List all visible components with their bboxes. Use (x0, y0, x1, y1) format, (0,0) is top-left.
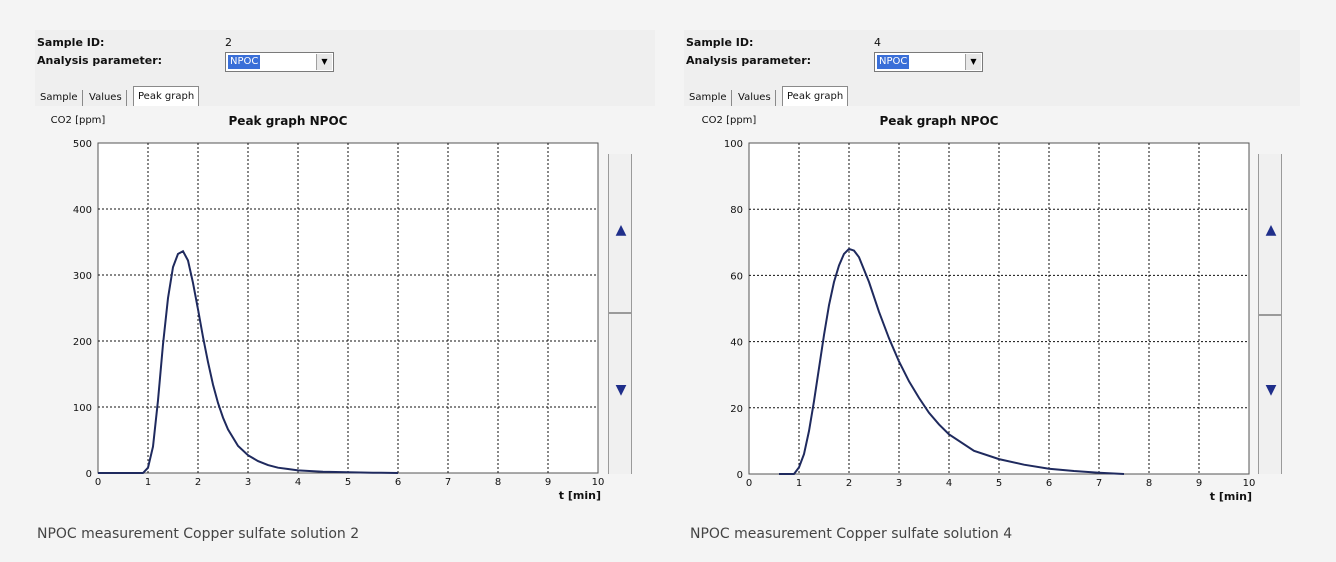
y-tick-label: 500 (73, 139, 92, 150)
y-tick-label: 60 (730, 271, 743, 282)
analysis-parameter-label: Analysis parameter: (37, 54, 163, 67)
x-tick-label: 0 (746, 478, 752, 489)
y-tick-label: 100 (73, 403, 92, 414)
scroll-divider (1259, 314, 1281, 316)
analysis-parameter-value: NPOC (877, 55, 910, 69)
x-tick-label: 2 (846, 478, 852, 489)
x-tick-label: 6 (395, 477, 401, 488)
x-tick-label: 9 (1196, 478, 1202, 489)
x-tick-label: 1 (796, 478, 802, 489)
y-tick-label: 0 (737, 470, 743, 481)
tab-bar: Sample Values Peak graph (684, 82, 1300, 107)
x-tick-label: 5 (996, 478, 1002, 489)
x-tick-label: 1 (145, 477, 151, 488)
tab-peak-graph[interactable]: Peak graph (782, 86, 849, 107)
sample-id-value: 2 (225, 36, 232, 49)
tab-peak-graph[interactable]: Peak graph (133, 86, 200, 107)
caption-2: NPOC measurement Copper sulfate solution… (690, 526, 1013, 542)
y-axis-label: CO2 [ppm] (51, 115, 106, 126)
x-tick-label: 8 (1146, 478, 1152, 489)
down-arrow-icon[interactable]: ▼ (615, 382, 627, 398)
analysis-parameter-label: Analysis parameter: (686, 54, 812, 67)
scroll-divider (609, 312, 631, 314)
y-tick-label: 400 (73, 205, 92, 216)
x-tick-label: 7 (445, 477, 451, 488)
sample-id-value: 4 (874, 36, 881, 49)
peak-graph-area: 0 1 2 3 4 5 6 7 8 9 10 0 20 40 60 80 100 Peak graph NPOC C… (684, 106, 1300, 510)
peak-curve (98, 249, 399, 474)
x-tick-label: 0 (95, 477, 101, 488)
x-tick-label: 4 (946, 478, 952, 489)
y-tick-label: 200 (73, 337, 92, 348)
peak-curve (779, 247, 1125, 475)
y-scroll-control[interactable]: ▲ ▼ (1258, 154, 1282, 474)
analysis-parameter-value: NPOC (228, 55, 261, 69)
analysis-window-2: Sample ID: 4 Analysis parameter: NPOC ▼ … (684, 30, 1300, 510)
y-tick-label: 0 (86, 469, 92, 480)
x-tick-label: 2 (195, 477, 201, 488)
y-scroll-control[interactable]: ▲ ▼ (608, 154, 632, 474)
y-tick-label: 80 (730, 205, 743, 216)
y-tick-label: 300 (73, 271, 92, 282)
tab-values[interactable]: Values (734, 90, 776, 106)
x-tick-label: 7 (1096, 478, 1102, 489)
chevron-down-icon[interactable]: ▼ (316, 54, 332, 70)
y-tick-label: 20 (730, 404, 743, 415)
x-axis-label: t [min] (559, 489, 601, 502)
analysis-parameter-select[interactable]: NPOC ▼ (874, 52, 983, 72)
chevron-down-icon[interactable]: ▼ (965, 54, 981, 70)
analysis-parameter-select[interactable]: NPOC ▼ (225, 52, 334, 72)
x-tick-label: 9 (545, 477, 551, 488)
analysis-window-1: Sample ID: 2 Analysis parameter: NPOC ▼ … (35, 30, 655, 510)
tab-values[interactable]: Values (85, 90, 127, 106)
tab-sample[interactable]: Sample (36, 90, 83, 106)
chart-title: Peak graph NPOC (880, 114, 999, 128)
tab-bar: Sample Values Peak graph (35, 82, 655, 107)
y-axis-label: CO2 [ppm] (702, 115, 757, 126)
x-tick-label: 8 (495, 477, 501, 488)
up-arrow-icon[interactable]: ▲ (1265, 222, 1277, 238)
peak-graph-area: 0 1 2 3 4 5 6 7 8 9 10 0 100 200 300 400 500 Peak graph N… (35, 106, 655, 510)
sample-id-label: Sample ID: (686, 36, 754, 49)
tab-sample[interactable]: Sample (685, 90, 732, 106)
x-tick-label: 10 (1243, 478, 1256, 489)
x-tick-label: 3 (245, 477, 251, 488)
chart-title: Peak graph NPOC (229, 114, 348, 128)
x-axis-label: t [min] (1210, 490, 1252, 503)
down-arrow-icon[interactable]: ▼ (1265, 382, 1277, 398)
x-tick-label: 10 (592, 477, 605, 488)
x-tick-label: 4 (295, 477, 301, 488)
caption-1: NPOC measurement Copper sulfate solution… (37, 526, 360, 542)
sample-id-label: Sample ID: (37, 36, 105, 49)
x-tick-label: 5 (345, 477, 351, 488)
x-tick-label: 3 (896, 478, 902, 489)
x-tick-label: 6 (1046, 478, 1052, 489)
y-tick-label: 40 (730, 338, 743, 349)
up-arrow-icon[interactable]: ▲ (615, 222, 627, 238)
y-tick-label: 100 (724, 139, 743, 150)
